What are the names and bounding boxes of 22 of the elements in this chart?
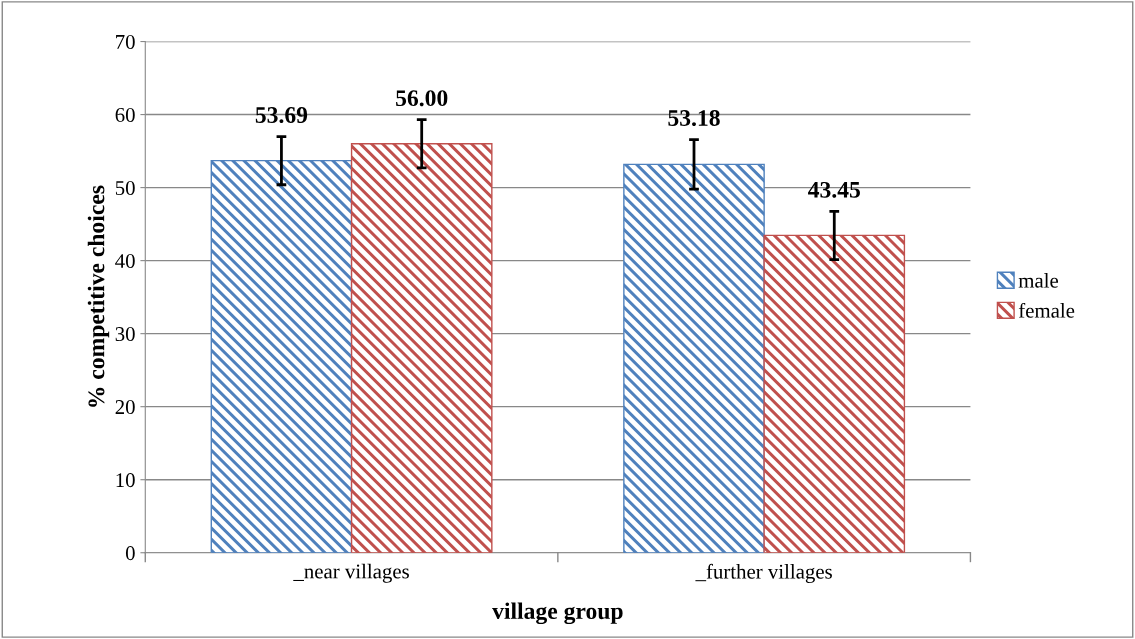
data-label: 53.69 [255, 107, 308, 124]
data-label: 56.00 [396, 90, 448, 107]
bar [210, 159, 353, 553]
legend-label: male [1018, 273, 1059, 288]
y-tick-label: 20 [115, 400, 135, 415]
bar [623, 163, 765, 553]
y-tick-label: 60 [115, 107, 135, 122]
x-axis-title: village group [492, 602, 623, 625]
bar [763, 234, 906, 553]
y-tick-label: 70 [116, 34, 135, 49]
data-label: 53.18 [668, 110, 720, 127]
legend-label: female [1018, 302, 1075, 318]
data-label: 43.45 [808, 181, 860, 198]
y-tick-label: 10 [116, 473, 135, 488]
y-tick-label: 0 [125, 546, 135, 561]
y-axis-title: % competitive choices [87, 185, 110, 407]
y-tick-label: 50 [115, 180, 135, 196]
y-tick-label: 40 [115, 253, 135, 269]
x-tick-label: _further villages [695, 563, 832, 584]
x-tick-label: _near villages [293, 563, 409, 583]
y-tick-label: 30 [115, 327, 135, 342]
bar [350, 143, 493, 553]
